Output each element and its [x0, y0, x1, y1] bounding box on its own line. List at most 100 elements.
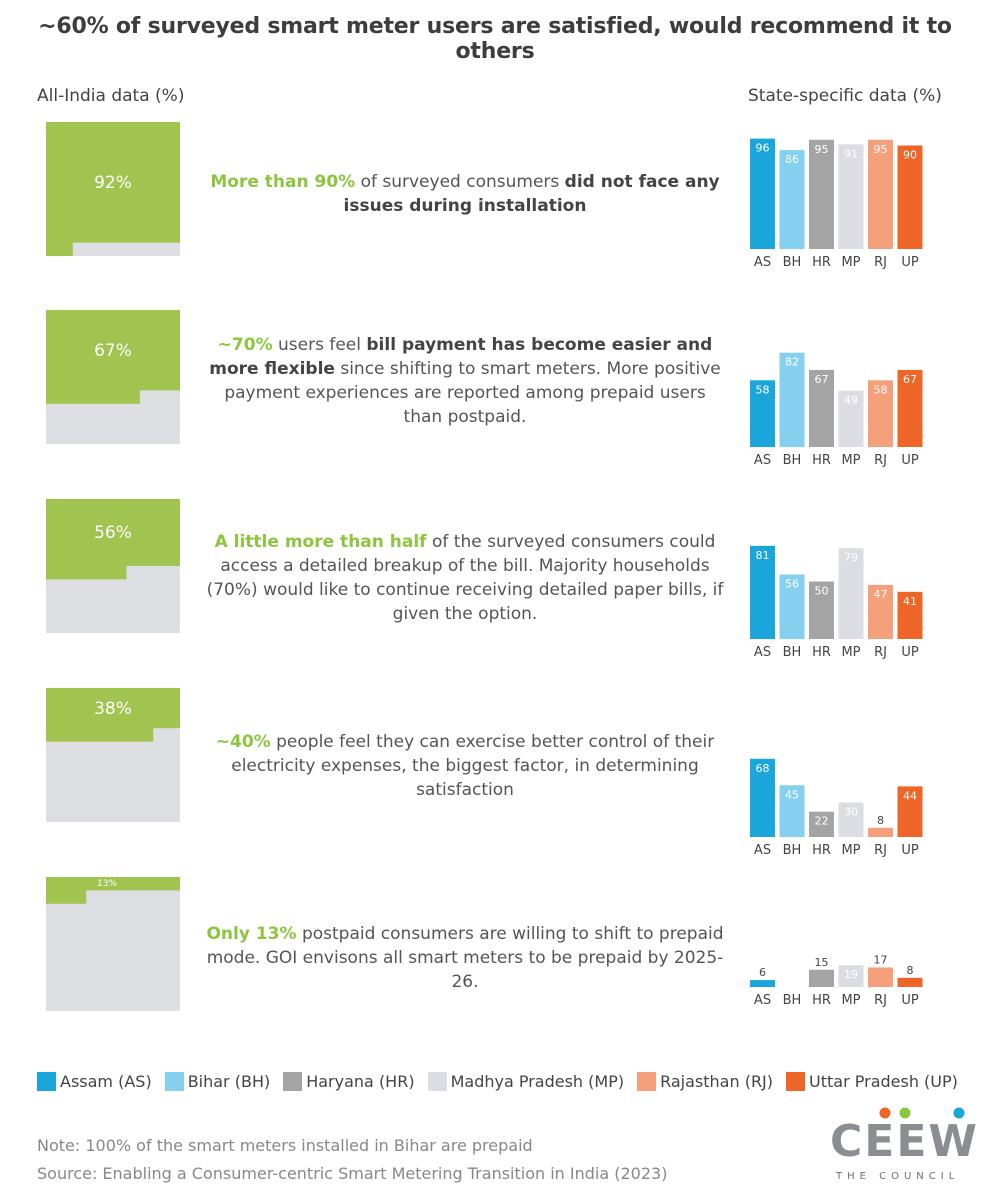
x-tick-label: AS: [754, 255, 771, 270]
bar-hr: [809, 369, 834, 447]
legend-item-hr: Haryana (HR): [283, 1071, 415, 1091]
x-tick-label: HR: [812, 993, 831, 1008]
filled-area: [46, 310, 180, 404]
statement: A little more than half of the surveyed …: [205, 530, 725, 626]
x-tick-label: HR: [812, 453, 831, 468]
bar-value-label: 44: [903, 789, 917, 802]
bar-as: [750, 380, 775, 447]
statement: Only 13% postpaid consumers are willing …: [205, 922, 725, 994]
bar-value-label: 67: [903, 373, 917, 386]
filled-area: [46, 688, 180, 742]
bar-up: [897, 977, 923, 987]
bar-bh: [779, 574, 805, 639]
bar-value-label: 67: [815, 373, 829, 386]
bar-mp: [838, 802, 864, 837]
bar-bh: [779, 785, 805, 837]
logo-dot: [879, 1107, 891, 1119]
x-tick-label: HR: [812, 843, 831, 858]
x-tick-label: BH: [783, 645, 802, 660]
statement-highlight: More than 90%: [210, 172, 356, 192]
bar-value-label: 95: [874, 143, 888, 156]
all-india-block: 67%: [46, 310, 180, 444]
statement-text: people feel they can exercise better con…: [231, 732, 715, 800]
x-tick-label: MP: [841, 255, 860, 270]
state-header: State-specific data (%): [748, 86, 942, 106]
legend-item-bh: Bihar (BH): [164, 1071, 270, 1091]
x-tick-label: AS: [754, 453, 771, 468]
bar-value-label: 96: [756, 142, 770, 155]
statement-highlight: ~40%: [215, 732, 271, 752]
x-tick-label: UP: [901, 645, 919, 660]
statement-bold: did not face any issues during installat…: [343, 172, 720, 216]
bar-value-label: 90: [903, 149, 917, 162]
legend-swatch: [37, 1071, 56, 1091]
bar-value-label: 22: [815, 815, 829, 828]
statement-highlight: A little more than half: [214, 532, 427, 552]
state-bar-chart: 68 AS 45 BH 22 HR 30 MP 8 RJ 44 UP: [745, 710, 935, 860]
legend-label: Assam (AS): [60, 1071, 152, 1091]
all-india-header: All-India data (%): [37, 86, 185, 106]
x-tick-label: MP: [841, 843, 860, 858]
bar-value-label: 17: [874, 953, 888, 966]
x-tick-label: UP: [901, 993, 919, 1008]
legend-label: Haryana (HR): [306, 1071, 415, 1091]
all-india-block: 13%: [46, 877, 180, 1011]
bar-as: [750, 758, 775, 837]
all-india-percent: 56%: [94, 523, 132, 544]
state-bars-svg: 81 AS 56 BH 50 HR 79 MP 47 RJ 41 UP: [750, 545, 923, 660]
all-india-square: [46, 310, 180, 444]
bar-value-label: 86: [785, 153, 799, 166]
bar-value-label: 45: [785, 788, 799, 801]
legend-label: Rajasthan (RJ): [660, 1071, 774, 1091]
legend-swatch: [637, 1071, 657, 1091]
bar-rj: [868, 380, 893, 447]
legend-swatch: [283, 1071, 303, 1091]
statement-text: users feel: [272, 335, 367, 355]
x-tick-label: BH: [783, 843, 802, 858]
logo-dot: [899, 1107, 911, 1119]
note: Note: 100% of the smart meters installed…: [37, 1136, 533, 1155]
bar-rj: [868, 139, 893, 249]
ceew-logo: CEEW THE COUNCIL: [828, 1106, 977, 1190]
legend-item-up: Uttar Pradesh (UP): [786, 1071, 958, 1091]
x-tick-label: AS: [754, 645, 771, 660]
all-india-square: [46, 688, 180, 822]
all-india-block: 56%: [46, 499, 180, 633]
bar-rj: [868, 967, 893, 987]
all-india-square: [46, 499, 180, 633]
bar-value-label: 68: [756, 762, 770, 775]
x-tick-label: RJ: [874, 843, 887, 858]
legend-item-as: Assam (AS): [37, 1071, 152, 1091]
legend-swatch: [427, 1071, 447, 1091]
statement-text: of surveyed consumers: [355, 172, 565, 192]
bar-as: [750, 545, 775, 639]
state-bar-chart: 58 AS 82 BH 67 HR 49 MP 58 RJ 67 UP: [745, 320, 935, 470]
x-tick-label: RJ: [874, 645, 887, 660]
bar-bh: [779, 352, 805, 447]
state-bars-svg: 96 AS 86 BH 95 HR 91 MP 95 RJ 90 UP: [750, 138, 923, 270]
legend-swatch: [786, 1071, 806, 1091]
x-tick-label: HR: [812, 645, 831, 660]
bar-value-label: 79: [844, 551, 858, 564]
x-tick-label: UP: [901, 255, 919, 270]
bar-hr: [809, 139, 834, 249]
statement-text: postpaid consumers are willing to shift …: [206, 924, 724, 992]
x-tick-label: MP: [841, 453, 860, 468]
x-tick-label: HR: [812, 255, 831, 270]
all-india-block: 92%: [46, 122, 180, 256]
bar-value-label: 8: [877, 814, 884, 827]
x-tick-label: UP: [901, 843, 919, 858]
bar-up: [897, 145, 923, 249]
bar-value-label: 6: [759, 966, 766, 979]
bar-bh: [779, 150, 805, 249]
state-bar-chart: 96 AS 86 BH 95 HR 91 MP 95 RJ 90 UP: [745, 122, 935, 272]
bar-value-label: 56: [785, 578, 799, 591]
bar-value-label: 8: [907, 964, 914, 977]
x-tick-label: UP: [901, 453, 919, 468]
bar-up: [897, 786, 923, 837]
statement: More than 90% of surveyed consumers did …: [205, 170, 725, 218]
bar-value-label: 19: [844, 968, 858, 981]
bar-mp: [838, 144, 864, 249]
all-india-percent: 92%: [94, 172, 132, 193]
logo-dot: [953, 1107, 965, 1119]
